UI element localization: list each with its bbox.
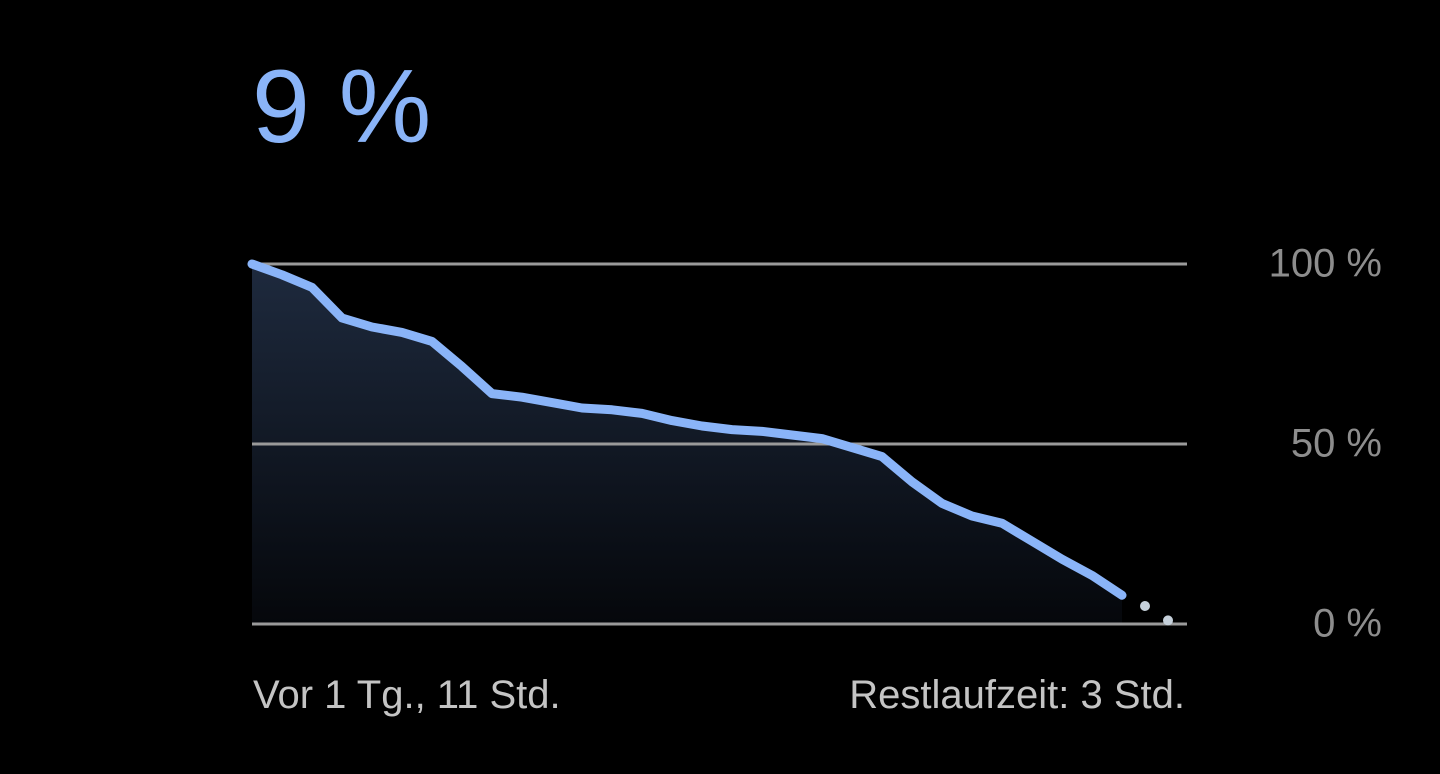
y-tick-label: 50 % <box>1291 422 1382 466</box>
y-tick-label: 0 % <box>1313 602 1382 646</box>
battery-line <box>247 259 1127 600</box>
battery-level: 9 % <box>252 49 431 165</box>
end-label: Restlaufzeit: 3 Std. <box>849 673 1185 717</box>
projection-dot <box>1163 615 1173 626</box>
y-tick-label: 100 % <box>1269 242 1382 286</box>
start-label: Vor 1 Tg., 11 Std. <box>253 673 561 717</box>
projection-dot <box>1140 601 1150 611</box>
